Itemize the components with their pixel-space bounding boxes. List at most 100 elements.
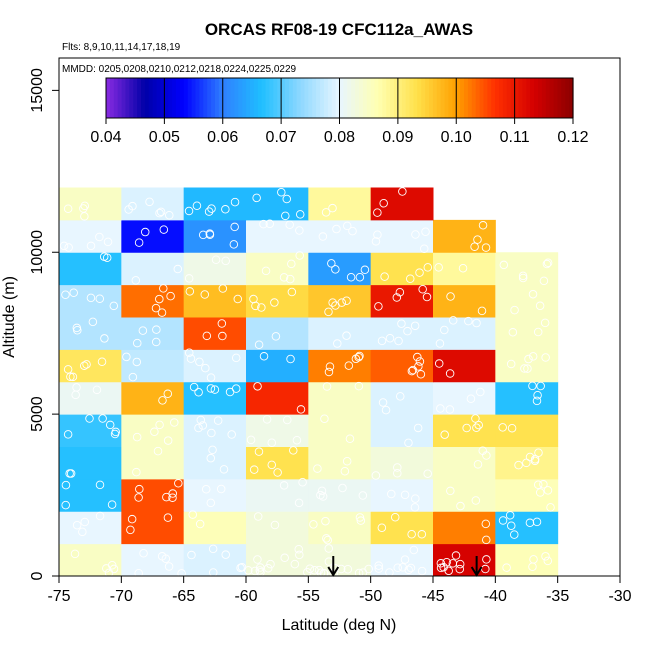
heatmap-cell — [308, 543, 372, 577]
colorbar-segment — [417, 78, 422, 118]
colorbar-segment — [125, 78, 130, 118]
colorbar-segment — [534, 78, 539, 118]
heatmap-cell — [433, 414, 496, 447]
sample-point — [253, 382, 262, 391]
sample-point — [270, 520, 280, 530]
sample-point — [360, 265, 370, 275]
x-tick-label: -60 — [234, 588, 257, 605]
colorbar-segment — [304, 78, 309, 118]
arrow-marker-head — [470, 566, 483, 577]
sample-point — [195, 357, 204, 367]
sample-point — [423, 263, 433, 272]
sample-point — [464, 316, 473, 326]
x-tick-label: -30 — [608, 588, 631, 605]
sample-point — [470, 242, 479, 251]
sample-point — [417, 530, 427, 539]
colorbar-tick-label: 0.07 — [266, 129, 297, 146]
colorbar-segment — [405, 78, 411, 118]
colorbar-segment — [526, 78, 531, 118]
sample-point — [271, 332, 281, 341]
heatmap-cell — [59, 381, 122, 415]
colorbar-segment — [312, 78, 317, 118]
heatmap-cell — [495, 284, 559, 318]
sample-point — [295, 550, 304, 560]
sample-point — [543, 258, 553, 267]
colorbar-tick-label: 0.10 — [441, 129, 472, 146]
sample-point — [155, 420, 164, 430]
sample-point — [456, 501, 465, 511]
sample-point — [445, 405, 455, 414]
colorbar-segment — [109, 78, 115, 118]
sample-point — [337, 298, 347, 307]
heatmap-cell — [495, 446, 559, 480]
heatmap-cell — [246, 381, 309, 415]
sample-point — [99, 252, 109, 261]
colorbar-segment — [347, 78, 352, 118]
colorbar-segment — [413, 78, 418, 118]
sample-point — [390, 512, 400, 522]
heatmap-cell — [183, 414, 247, 447]
colorbar-segment — [456, 78, 461, 118]
sample-point — [477, 306, 487, 316]
sample-point — [279, 273, 289, 282]
sample-point — [72, 383, 81, 392]
sample-point — [281, 211, 290, 221]
sample-point — [82, 360, 91, 369]
sample-point — [202, 331, 212, 341]
colorbar-segment — [339, 78, 344, 118]
colorbar: 0.04 0.05 0.06 0.07 0.08 0.09 0.10 0.11 0.12 — [90, 77, 589, 146]
sample-point — [184, 274, 194, 283]
heatmap-cell — [121, 414, 185, 447]
heatmap-cell — [183, 446, 247, 480]
heatmap-cell — [59, 219, 122, 253]
sample-point — [305, 564, 315, 573]
colorbar-segment — [269, 78, 274, 118]
sample-point — [295, 210, 305, 219]
heatmap-cell — [433, 284, 496, 318]
sample-point — [528, 289, 538, 299]
heatmap-cell — [183, 317, 247, 350]
sample-point — [177, 569, 186, 578]
sample-point — [207, 204, 216, 213]
colorbar-segment — [277, 78, 282, 118]
colorbar-segment — [133, 78, 138, 118]
sample-point — [78, 527, 87, 537]
colorbar-segment — [464, 78, 469, 118]
sample-point — [400, 555, 410, 564]
sample-point — [206, 384, 216, 393]
sample-point — [65, 469, 74, 478]
sample-point — [229, 240, 239, 249]
sample-point — [442, 558, 451, 567]
sample-point — [482, 535, 491, 545]
sample-point — [198, 230, 208, 240]
sample-point — [184, 206, 194, 216]
sample-point — [259, 352, 269, 361]
sample-point — [318, 232, 328, 241]
sample-point — [342, 456, 352, 466]
heatmap-cell — [121, 252, 185, 286]
sample-point — [498, 516, 508, 525]
sample-point — [109, 564, 119, 574]
sample-point — [481, 243, 491, 252]
sample-point — [295, 226, 304, 235]
sample-point — [153, 446, 163, 456]
sample-point — [534, 448, 543, 457]
colorbar-segment — [386, 78, 391, 118]
sample-point — [95, 294, 105, 303]
colorbar-segment — [144, 78, 150, 118]
sample-point — [250, 566, 260, 576]
sample-point — [440, 325, 449, 335]
sample-point — [380, 272, 389, 281]
colorbar-segment — [436, 78, 442, 118]
colorbar-segment — [545, 78, 551, 118]
x-tick-label: -55 — [297, 588, 320, 605]
colorbar-segment — [296, 78, 302, 118]
sample-point — [385, 334, 395, 343]
dates-note: MMDD: 0205,0208,0210,0212,0218,0224,0225… — [62, 64, 297, 75]
sample-point — [124, 205, 133, 214]
sample-point — [542, 259, 552, 269]
heatmap-cell — [370, 446, 434, 480]
sample-point — [471, 414, 480, 423]
sample-point — [309, 520, 318, 529]
x-tick-label: -65 — [172, 588, 195, 605]
